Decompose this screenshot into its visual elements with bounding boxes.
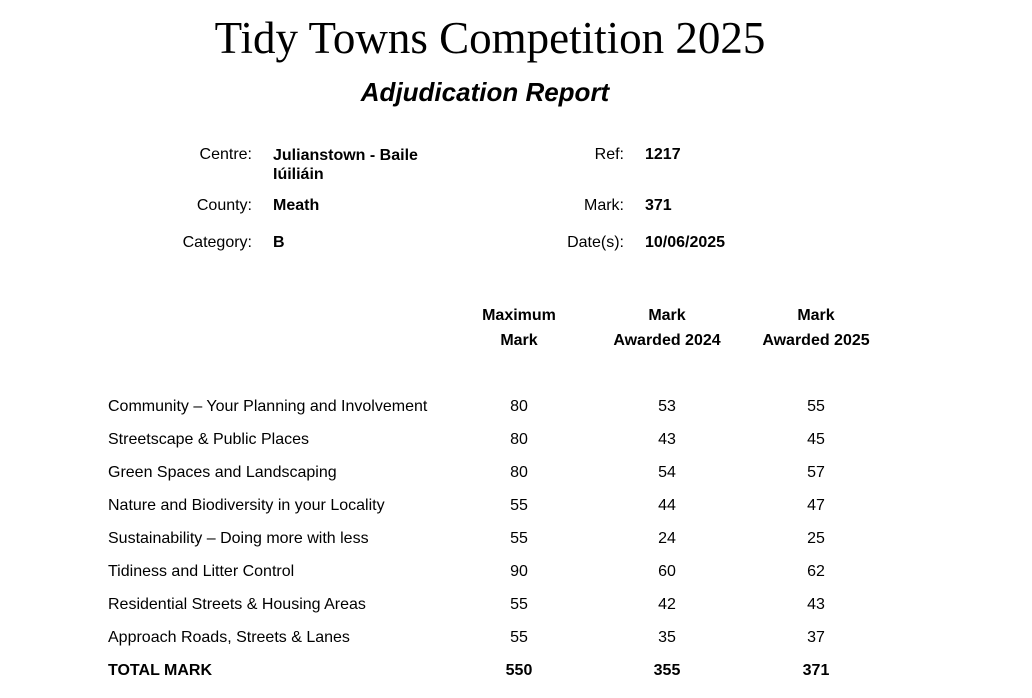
page-title: Tidy Towns Competition 2025 [214, 13, 766, 63]
mark-cell: 90 [510, 563, 528, 580]
mark-cell: 57 [807, 464, 825, 481]
dates-value: 10/06/2025 [645, 234, 726, 251]
mark-cell: 43 [658, 431, 676, 448]
column-header: Maximum Mark [482, 307, 556, 349]
criterion-label: Nature and Biodiversity in your Locality [108, 497, 385, 514]
column-header: Mark Awarded 2024 [613, 307, 721, 349]
mark-cell: 80 [510, 431, 528, 448]
mark-cell: 55 [510, 596, 528, 613]
mark-cell: 35 [658, 629, 676, 646]
page-subtitle: Adjudication Report [360, 77, 610, 107]
category-label: Category: [182, 234, 252, 251]
category-value: B [273, 234, 285, 251]
mark-cell: 42 [658, 596, 676, 613]
mark-cell: 44 [658, 497, 676, 514]
mark-cell: 54 [658, 464, 676, 481]
dates-label: Date(s): [567, 234, 624, 251]
criterion-label: Sustainability – Doing more with less [108, 530, 369, 547]
mark-cell: 43 [807, 596, 825, 613]
ref-value: 1217 [645, 146, 681, 163]
mark-cell: 80 [510, 398, 528, 415]
mark-cell: 55 [510, 497, 528, 514]
criterion-label: Residential Streets & Housing Areas [108, 596, 366, 613]
mark-cell: 55 [510, 629, 528, 646]
mark-cell: 55 [807, 398, 825, 415]
mark-cell: 355 [653, 662, 681, 679]
mark-cell: 24 [658, 530, 676, 547]
centre-label: Centre: [199, 146, 252, 163]
criterion-label: Tidiness and Litter Control [108, 563, 295, 580]
county-value: Meath [273, 197, 320, 214]
mark-cell: 47 [807, 497, 825, 514]
ref-label: Ref: [594, 146, 624, 163]
mark-cell: 45 [807, 431, 825, 448]
criterion-label: Community – Your Planning and Involvemen… [108, 398, 428, 415]
mark-cell: 80 [510, 464, 528, 481]
criterion-label: Streetscape & Public Places [108, 431, 309, 448]
mark-label: Mark: [584, 197, 624, 214]
mark-cell: 60 [658, 563, 676, 580]
mark-value: 371 [645, 197, 672, 214]
criterion-label: Green Spaces and Landscaping [108, 464, 337, 481]
criterion-label: TOTAL MARK [108, 662, 212, 679]
mark-cell: 25 [807, 530, 825, 547]
column-header: Mark Awarded 2025 [762, 307, 870, 349]
mark-cell: 55 [510, 530, 528, 547]
county-label: County: [196, 197, 252, 214]
mark-cell: 37 [807, 629, 825, 646]
mark-cell: 550 [505, 662, 533, 679]
mark-cell: 371 [802, 662, 830, 679]
mark-cell: 62 [807, 563, 825, 580]
centre-value: Julianstown - Baile Iúiliáin [273, 147, 418, 183]
mark-cell: 53 [658, 398, 676, 415]
criterion-label: Approach Roads, Streets & Lanes [108, 629, 350, 646]
